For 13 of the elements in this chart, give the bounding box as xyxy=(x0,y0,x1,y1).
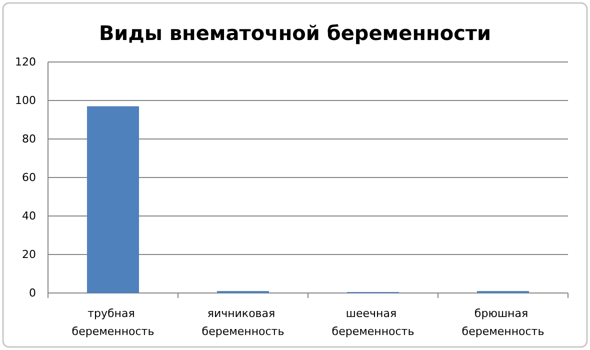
chart-title: Виды внематочной беременности xyxy=(98,21,492,45)
y-tick-label: 0 xyxy=(29,286,36,300)
y-tick-label: 20 xyxy=(22,248,36,262)
y-tick-label: 40 xyxy=(22,210,36,223)
x-tick-label: яичниковая беременность xyxy=(202,307,284,338)
y-tick-label: 80 xyxy=(22,132,36,146)
x-tick-label: брюшная беременность xyxy=(462,307,544,338)
x-tick-label: трубная беременность xyxy=(72,307,154,338)
y-tick-label: 100 xyxy=(15,94,36,108)
bar xyxy=(87,106,139,293)
y-tick-label: 120 xyxy=(15,56,36,69)
y-tick-label: 60 xyxy=(22,171,36,184)
x-tick-label: шеечная беременность xyxy=(332,307,414,338)
